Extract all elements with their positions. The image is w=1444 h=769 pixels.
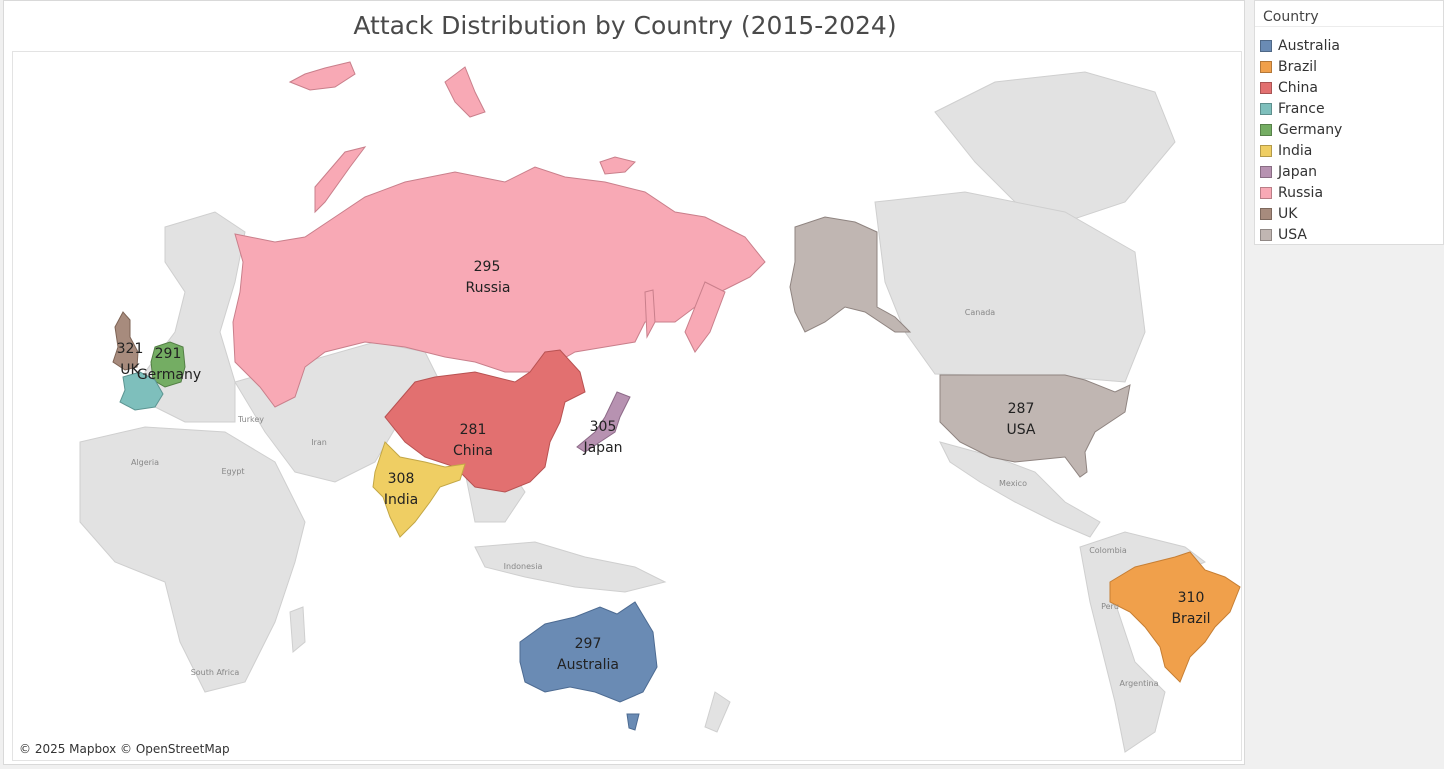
- russia-novaya-zemlya[interactable]: [314, 146, 367, 214]
- name-label-russia: Russia: [465, 280, 510, 296]
- country-australia[interactable]: [519, 601, 658, 703]
- legend-label: Germany: [1278, 121, 1343, 138]
- legend-item-india[interactable]: India: [1260, 140, 1312, 161]
- country-brazil[interactable]: [1109, 551, 1241, 683]
- madagascar-land: [289, 606, 306, 654]
- place-label-iran: Iran: [311, 438, 327, 447]
- country-japan[interactable]: [576, 391, 631, 453]
- russia-kamchatka[interactable]: [684, 281, 726, 353]
- legend-panel: Country Australia Brazil China France Ge…: [1254, 0, 1444, 245]
- indonesia-land: [474, 541, 667, 593]
- place-label-egypt: Egypt: [221, 467, 244, 476]
- legend-swatch: [1260, 60, 1272, 73]
- country-uk[interactable]: [112, 311, 139, 371]
- legend-item-japan[interactable]: Japan: [1260, 161, 1317, 182]
- legend-label: France: [1278, 100, 1325, 117]
- place-label-turkey: Turkey: [237, 415, 264, 424]
- legend-title: Country: [1255, 1, 1443, 27]
- value-label-russia: 295: [474, 259, 501, 275]
- name-label-germany: Germany: [137, 367, 201, 383]
- legend-swatch: [1260, 228, 1272, 241]
- place-label-canada: Canada: [965, 308, 996, 317]
- legend-item-uk[interactable]: UK: [1260, 203, 1297, 224]
- place-label-peru: Peru: [1101, 602, 1119, 611]
- name-label-india: India: [384, 492, 418, 508]
- russia-arctic-islands[interactable]: [444, 66, 486, 118]
- chart-title: Attack Distribution by Country (2015-202…: [353, 11, 897, 40]
- name-label-australia: Australia: [557, 657, 619, 673]
- legend-item-france[interactable]: France: [1260, 98, 1325, 119]
- russia-franz-josef[interactable]: [288, 61, 356, 91]
- legend-item-germany[interactable]: Germany: [1260, 119, 1342, 140]
- country-usa-mainland[interactable]: [939, 374, 1131, 478]
- legend-label: Brazil: [1278, 58, 1318, 75]
- legend-swatch: [1260, 144, 1272, 157]
- value-label-australia: 297: [575, 636, 602, 652]
- value-label-japan: 305: [590, 419, 617, 435]
- value-label-china: 281: [460, 422, 487, 438]
- legend-label: UK: [1278, 205, 1298, 222]
- legend-label: India: [1278, 142, 1313, 159]
- country-labels: 295 Russia 321 UK 291 Germany 281 China …: [117, 259, 1211, 673]
- place-label-colombia: Colombia: [1089, 546, 1127, 555]
- name-label-japan: Japan: [582, 440, 622, 456]
- name-label-brazil: Brazil: [1171, 611, 1210, 627]
- legend-swatch: [1260, 81, 1272, 94]
- legend-item-russia[interactable]: Russia: [1260, 182, 1323, 203]
- country-russia[interactable]: [232, 166, 766, 408]
- legend-label: China: [1278, 79, 1318, 96]
- legend-swatch: [1260, 39, 1272, 52]
- mexico-land: [939, 441, 1101, 538]
- value-label-germany: 291: [155, 346, 182, 362]
- legend-label: Japan: [1278, 163, 1318, 180]
- canada-land: [874, 191, 1146, 383]
- legend-item-brazil[interactable]: Brazil: [1260, 56, 1317, 77]
- legend-label: USA: [1278, 226, 1307, 243]
- australia-tasmania[interactable]: [626, 713, 640, 731]
- country-france[interactable]: [119, 371, 164, 411]
- name-label-china: China: [453, 443, 493, 459]
- map-attribution: © 2025 Mapbox © OpenStreetMap: [19, 742, 230, 756]
- country-germany[interactable]: [150, 341, 186, 388]
- place-label-algeria: Algeria: [131, 458, 159, 467]
- greenland-land: [934, 71, 1176, 223]
- value-label-usa: 287: [1008, 401, 1035, 417]
- russia-sakhalin[interactable]: [644, 289, 656, 339]
- place-label-indonesia: Indonesia: [504, 562, 543, 571]
- legend-swatch: [1260, 207, 1272, 220]
- name-label-usa: USA: [1007, 422, 1036, 438]
- legend-item-australia[interactable]: Australia: [1260, 35, 1340, 56]
- legend-swatch: [1260, 123, 1272, 136]
- new-zealand-land: [704, 691, 731, 733]
- place-label-argentina: Argentina: [1119, 679, 1158, 688]
- value-label-brazil: 310: [1178, 590, 1205, 606]
- place-label-mexico: Mexico: [999, 479, 1027, 488]
- russia-north-islands[interactable]: [599, 156, 636, 175]
- value-label-uk: 321: [117, 341, 144, 357]
- legend-label: Australia: [1278, 37, 1340, 54]
- legend-item-usa[interactable]: USA: [1260, 224, 1307, 245]
- place-label-south-africa: South Africa: [191, 668, 240, 677]
- name-label-uk: UK: [120, 362, 140, 378]
- legend-label: Russia: [1278, 184, 1324, 201]
- viz-panel: Attack Distribution by Country (2015-202…: [3, 0, 1245, 765]
- value-label-india: 308: [388, 471, 415, 487]
- legend-swatch: [1260, 165, 1272, 178]
- country-india[interactable]: [372, 441, 466, 538]
- country-usa-alaska[interactable]: [789, 216, 912, 333]
- legend-swatch: [1260, 186, 1272, 199]
- place-labels: Canada Mexico Colombia Peru Argentina Al…: [131, 308, 1159, 688]
- legend-swatch: [1260, 102, 1272, 115]
- legend-item-china[interactable]: China: [1260, 77, 1318, 98]
- map-svg: Canada Mexico Colombia Peru Argentina Al…: [79, 61, 1241, 753]
- map-area[interactable]: Canada Mexico Colombia Peru Argentina Al…: [12, 51, 1242, 761]
- africa-land: [79, 426, 306, 693]
